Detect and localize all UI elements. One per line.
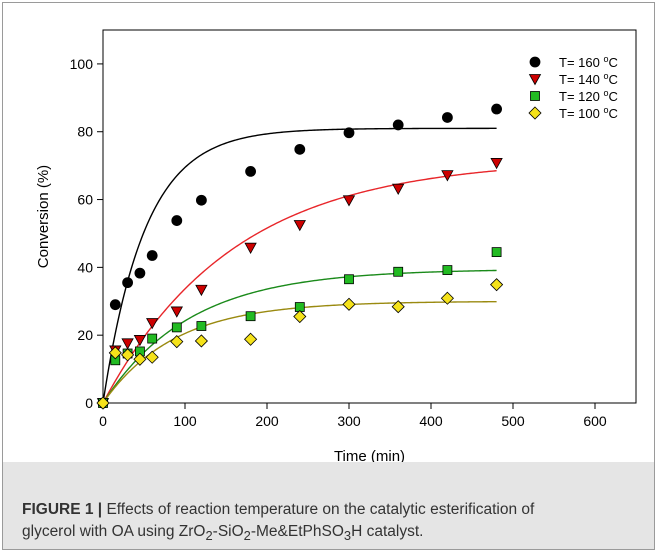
data-point	[245, 166, 257, 177]
data-point	[393, 266, 404, 277]
data-point	[342, 195, 356, 207]
legend-label: T= 160 oC	[559, 54, 618, 70]
data-point	[344, 274, 354, 285]
data-point	[392, 119, 404, 131]
data-point	[343, 127, 355, 139]
x-tick-label: 0	[99, 413, 107, 429]
data-point	[109, 299, 121, 311]
legend-marker	[530, 91, 540, 101]
data-point	[441, 112, 453, 123]
data-point	[194, 334, 208, 348]
x-tick-label: 200	[255, 413, 279, 429]
data-point	[146, 250, 158, 261]
data-point	[442, 265, 453, 275]
data-point	[108, 346, 122, 360]
data-point	[244, 332, 258, 346]
x-tick-label: 100	[173, 413, 197, 429]
caption-line1: Effects of reaction temperature on the c…	[102, 501, 535, 518]
data-point	[134, 267, 146, 279]
legend-marker	[528, 74, 542, 86]
y-tick-label: 100	[70, 56, 94, 72]
data-point	[491, 103, 503, 115]
fit-curves	[102, 127, 497, 404]
legend-marker	[529, 56, 541, 68]
data-point	[146, 318, 159, 330]
conversion-chart: 0 100 200 300 400 500 600 0 20 40 60 80 100 Time (min…	[35, 29, 637, 462]
y-tick-label: 40	[77, 259, 93, 275]
figure-caption: FIGURE 1 | Effects of reaction temperatu…	[22, 499, 632, 547]
data-point	[147, 333, 158, 344]
chart-axes: 0 100 200 300 400 500 600 0 20 40 60 80 100 Time (min…	[35, 29, 637, 462]
y-tick-label: 80	[77, 124, 93, 140]
data-point	[122, 277, 133, 289]
caption-label: FIGURE 1 |	[22, 501, 103, 518]
data-point	[244, 242, 257, 255]
data-point	[294, 143, 306, 155]
legend-label: T= 120 oC	[559, 88, 618, 104]
data-point	[121, 348, 135, 362]
x-axis-label: Time (min)	[334, 448, 405, 462]
legend-label: T= 140 oC	[559, 71, 618, 87]
caption-line2-mid1: -SiO	[212, 523, 244, 540]
data-points	[96, 103, 504, 410]
data-point	[342, 297, 356, 311]
data-point	[440, 291, 454, 305]
legend-label: T= 100 oC	[559, 105, 618, 121]
data-point	[293, 309, 307, 324]
data-point	[293, 220, 306, 232]
data-point	[245, 311, 256, 322]
x-tick-label: 500	[501, 413, 525, 429]
data-point	[392, 183, 405, 196]
data-point	[195, 194, 207, 206]
caption-sub-2a: 2	[205, 528, 213, 544]
data-point	[491, 247, 502, 258]
caption-line2-mid2: -Me&EtPhSO	[250, 523, 344, 540]
data-point	[170, 306, 183, 318]
chart-legend: T= 160 oCT= 140 oCT= 120 oCT= 100 oC	[528, 54, 618, 121]
data-point	[133, 335, 147, 347]
caption-sub-2b: 2	[243, 528, 251, 544]
plot-border	[102, 29, 637, 404]
caption-line2-pre: glycerol with OA using ZrO	[22, 523, 206, 540]
data-point	[490, 158, 503, 170]
data-point	[133, 352, 147, 366]
data-point	[171, 322, 182, 333]
data-point	[441, 170, 454, 182]
x-tick-label: 300	[337, 413, 361, 429]
data-point	[196, 321, 207, 331]
fit-curve	[102, 269, 497, 404]
y-tick-label: 0	[85, 395, 93, 411]
fit-curve	[102, 127, 497, 404]
x-tick-label: 400	[419, 413, 443, 429]
data-point	[195, 284, 208, 297]
data-point	[391, 300, 405, 314]
legend-marker	[528, 106, 542, 120]
caption-line2-post: H catalyst.	[351, 523, 424, 540]
x-tick-label: 600	[583, 413, 607, 429]
data-point	[490, 278, 504, 292]
y-axis-label: Conversion (%)	[35, 165, 52, 268]
data-point	[171, 215, 183, 226]
data-point	[96, 396, 110, 410]
y-tick-label: 60	[77, 192, 93, 208]
fit-curve	[102, 170, 497, 404]
data-point	[145, 350, 159, 364]
caption-sub-3: 3	[343, 528, 352, 544]
data-point	[121, 338, 134, 350]
data-point	[170, 335, 184, 349]
caption-box	[2, 462, 655, 550]
y-tick-label: 20	[77, 327, 93, 343]
